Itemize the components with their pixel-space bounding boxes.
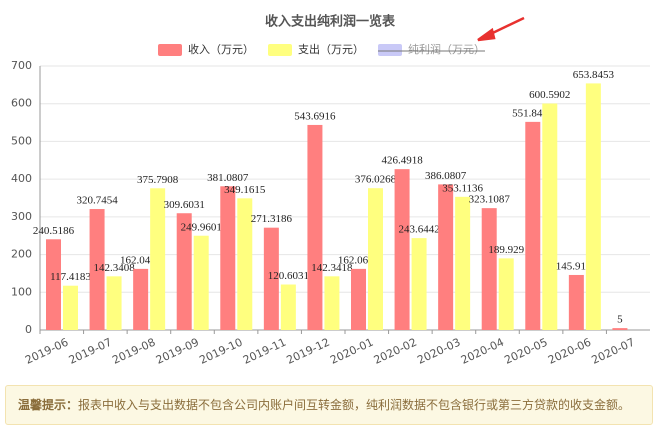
bar xyxy=(438,184,454,330)
bar xyxy=(193,235,209,330)
bar xyxy=(568,274,584,330)
bar xyxy=(455,196,471,330)
y-tick-label: 500 xyxy=(11,134,32,147)
data-label: 142.3418 xyxy=(311,262,353,274)
bar xyxy=(280,284,296,330)
x-tick-label: 2020-04 xyxy=(459,336,506,367)
bar xyxy=(585,83,601,330)
x-tick-label: 2020-07 xyxy=(590,336,637,367)
y-tick-label: 300 xyxy=(11,210,32,223)
legend-label: 收入（万元） xyxy=(188,42,254,56)
y-tick-label: 600 xyxy=(11,97,32,110)
bar xyxy=(63,285,78,330)
bar xyxy=(220,186,236,330)
bar xyxy=(263,227,279,330)
bar xyxy=(542,103,558,330)
chart: 收入支出纯利润一览表 0 100 200 300 400 500 600 700 收入（万元） 支… xyxy=(11,14,650,367)
data-label: 243.6442 xyxy=(398,224,439,236)
data-label: 189.929 xyxy=(488,244,524,256)
data-label: 5 xyxy=(617,314,623,326)
x-tick-label: 2019-07 xyxy=(67,336,114,367)
bar xyxy=(612,328,628,330)
x-tick-label: 2020-02 xyxy=(372,336,419,367)
data-label: 375.7908 xyxy=(137,174,179,186)
tip-box: 温馨提示：报表中收入与支出数据不包含公司内账户间互转金额，纯利润数据不包含银行或… xyxy=(5,385,653,425)
data-label: 240.5186 xyxy=(33,225,75,237)
tip-text: 报表中收入与支出数据不包含公司内账户间互转金额，纯利润数据不包含银行或第三方贷款… xyxy=(78,398,631,412)
bar xyxy=(411,238,427,330)
data-label: 353.1136 xyxy=(442,182,483,194)
bar xyxy=(525,121,541,331)
data-label: 381.0807 xyxy=(207,172,249,184)
tip-label: 温馨提示： xyxy=(18,398,79,412)
x-tick-label: 2020-03 xyxy=(415,336,462,367)
bar xyxy=(150,188,166,330)
data-label: 120.6031 xyxy=(268,270,309,282)
bar xyxy=(237,198,253,330)
bar xyxy=(307,124,323,331)
bar xyxy=(89,209,105,330)
data-label: 543.6916 xyxy=(294,110,336,122)
data-label: 386.0807 xyxy=(425,170,467,182)
x-tick-label: 2019-06 xyxy=(23,336,70,367)
data-label: 426.4918 xyxy=(381,155,423,167)
bar xyxy=(133,268,149,330)
x-tick-label: 2019-08 xyxy=(110,336,157,367)
legend-swatch xyxy=(268,44,292,56)
data-label: 320.7454 xyxy=(76,195,118,207)
y-tick-label: 700 xyxy=(11,59,32,72)
data-label: 653.8453 xyxy=(573,69,615,81)
legend-swatch xyxy=(158,44,182,56)
x-tick-label: 2019-12 xyxy=(285,336,332,367)
data-label: 271.3186 xyxy=(251,213,293,225)
y-tick-label: 0 xyxy=(25,323,32,336)
data-label: 309.6031 xyxy=(164,199,205,211)
bar xyxy=(498,258,514,330)
chart-title: 收入支出纯利润一览表 xyxy=(265,14,396,30)
bar xyxy=(324,276,340,330)
legend-label: 支出（万元） xyxy=(298,42,364,56)
y-tick-label: 100 xyxy=(11,285,32,298)
y-tick-label: 200 xyxy=(11,248,32,261)
bar xyxy=(46,239,61,330)
bar xyxy=(394,169,410,330)
x-tick-label: 2020-06 xyxy=(546,336,593,367)
legend-swatch xyxy=(378,44,402,56)
annotation-arrow xyxy=(477,16,525,42)
bar xyxy=(176,213,192,330)
data-label: 600.5902 xyxy=(529,89,570,101)
data-label: 323.1087 xyxy=(469,194,511,206)
x-tick-label: 2019-10 xyxy=(197,336,244,367)
legend-label: 纯利润（万元） xyxy=(408,42,485,56)
x-tick-label: 2020-01 xyxy=(328,336,375,367)
x-tick-label: 2020-05 xyxy=(502,336,549,367)
data-label: 249.9601 xyxy=(181,221,222,233)
data-label: 117.4183 xyxy=(50,271,91,283)
data-label: 349.1615 xyxy=(224,184,266,196)
bar xyxy=(368,188,383,330)
bar xyxy=(481,208,497,330)
x-tick-label: 2019-11 xyxy=(241,336,288,367)
y-tick-label: 400 xyxy=(11,172,32,185)
data-label: 142.3408 xyxy=(93,262,135,274)
bar xyxy=(351,268,366,330)
x-tick-label: 2019-09 xyxy=(154,336,201,367)
bar xyxy=(106,276,122,330)
data-label: 376.0268 xyxy=(355,174,397,186)
